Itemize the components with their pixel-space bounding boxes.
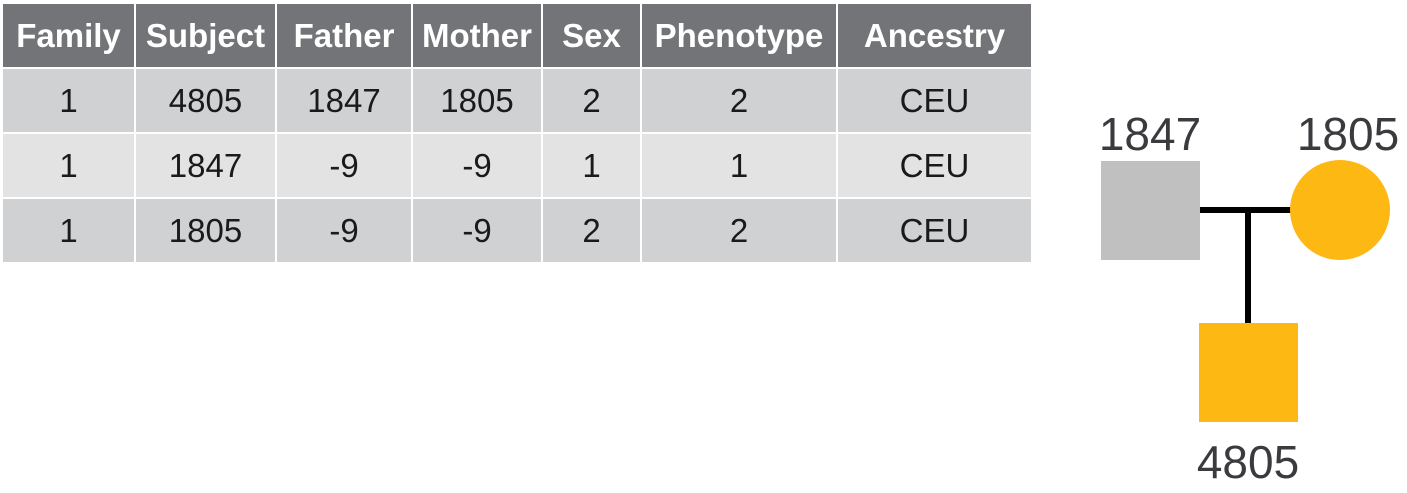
column-header-phenotype: Phenotype xyxy=(640,2,838,69)
cell-mother: -9 xyxy=(411,197,543,264)
cell-subject: 1847 xyxy=(134,132,277,199)
cell-phenotype: 1 xyxy=(640,132,838,199)
column-header-sex: Sex xyxy=(541,2,642,69)
pedigree-table: Family Subject Father Mother Sex Phenoty… xyxy=(1,2,1033,264)
column-header-father: Father xyxy=(275,2,413,69)
cell-phenotype: 2 xyxy=(640,67,838,134)
column-header-mother: Mother xyxy=(411,2,543,69)
table-header-row: Family Subject Father Mother Sex Phenoty… xyxy=(1,2,1033,69)
mother-female-circle xyxy=(1290,160,1390,260)
pedigree-diagram: 1847 1805 4805 xyxy=(1099,108,1399,488)
cell-father: -9 xyxy=(275,132,413,199)
cell-mother: 1805 xyxy=(411,67,543,134)
column-header-subject: Subject xyxy=(134,2,277,69)
cell-ancestry: CEU xyxy=(836,132,1033,199)
cell-phenotype: 2 xyxy=(640,197,838,264)
mother-id-label: 1805 xyxy=(1297,108,1399,160)
column-header-ancestry: Ancestry xyxy=(836,2,1033,69)
father-male-square xyxy=(1101,161,1200,260)
cell-father: -9 xyxy=(275,197,413,264)
cell-father: 1847 xyxy=(275,67,413,134)
cell-family: 1 xyxy=(1,132,136,199)
child-id-label: 4805 xyxy=(1197,436,1299,488)
table-row: 1 1847 -9 -9 1 1 CEU xyxy=(1,132,1033,199)
cell-mother: -9 xyxy=(411,132,543,199)
cell-sex: 1 xyxy=(541,132,642,199)
column-header-family: Family xyxy=(1,2,136,69)
cell-ancestry: CEU xyxy=(836,67,1033,134)
table-row: 1 1805 -9 -9 2 2 CEU xyxy=(1,197,1033,264)
cell-sex: 2 xyxy=(541,67,642,134)
child-square xyxy=(1199,323,1298,422)
cell-family: 1 xyxy=(1,67,136,134)
table-row: 1 4805 1847 1805 2 2 CEU xyxy=(1,67,1033,134)
cell-subject: 1805 xyxy=(134,197,277,264)
father-id-label: 1847 xyxy=(1099,108,1201,160)
cell-family: 1 xyxy=(1,197,136,264)
cell-sex: 2 xyxy=(541,197,642,264)
cell-subject: 4805 xyxy=(134,67,277,134)
cell-ancestry: CEU xyxy=(836,197,1033,264)
